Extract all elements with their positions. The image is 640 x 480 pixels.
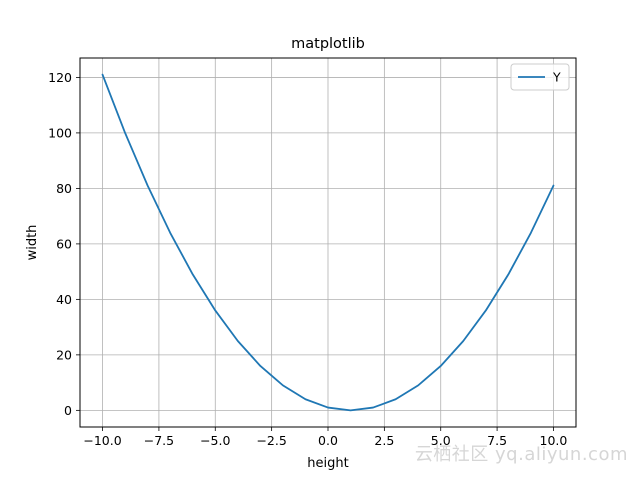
chart-title: matplotlib: [291, 36, 365, 52]
x-tick-label: 7.5: [487, 433, 507, 448]
y-tick-label: 0: [64, 403, 72, 418]
y-tick-label: 120: [48, 70, 72, 85]
x-tick-label: −5.0: [200, 433, 230, 448]
x-tick-label: 5.0: [431, 433, 451, 448]
x-tick-label: 10.0: [540, 433, 568, 448]
x-tick-label: 2.5: [374, 433, 394, 448]
x-tick-label: −2.5: [256, 433, 286, 448]
y-axis-ticks: 0 20 40 60 80 100 120: [48, 70, 80, 418]
series-line-y: [101, 73, 555, 412]
x-axis-ticks: −10.0 −7.5 −5.0 −2.5 0.0 2.5 5.0 7.5 10.0: [83, 427, 567, 448]
y-tick-label: 80: [56, 181, 72, 196]
watermark-text: 云栖社区 yq.aliyun.com: [414, 444, 628, 465]
x-tick-label: −7.5: [144, 433, 174, 448]
x-tick-label: −10.0: [83, 433, 121, 448]
y-tick-label: 20: [56, 347, 72, 362]
y-tick-label: 40: [56, 292, 72, 307]
plot-series: [101, 73, 555, 412]
legend: Y: [510, 63, 570, 91]
x-tick-label: 0.0: [318, 433, 338, 448]
y-tick-label: 100: [48, 125, 72, 140]
y-tick-label: 60: [56, 236, 72, 251]
y-axis-label: width: [25, 225, 40, 261]
x-axis-label: height: [307, 456, 348, 471]
grid-lines: [80, 58, 576, 427]
legend-label: Y: [552, 70, 561, 85]
